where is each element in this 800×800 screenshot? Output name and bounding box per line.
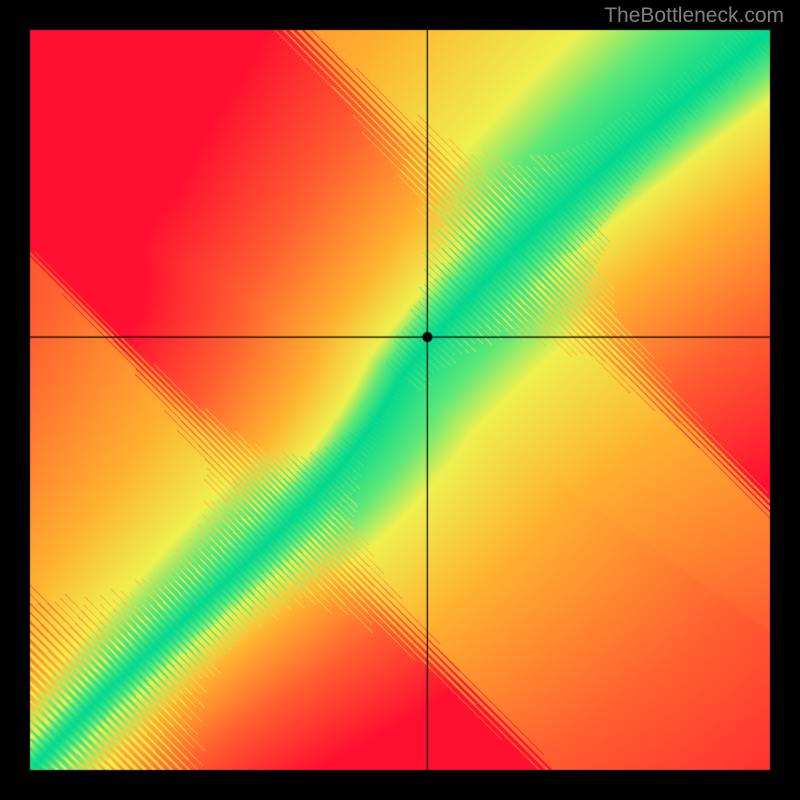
heatmap-canvas (0, 0, 800, 800)
chart-container: TheBottleneck.com (0, 0, 800, 800)
watermark-text: TheBottleneck.com (604, 4, 784, 28)
